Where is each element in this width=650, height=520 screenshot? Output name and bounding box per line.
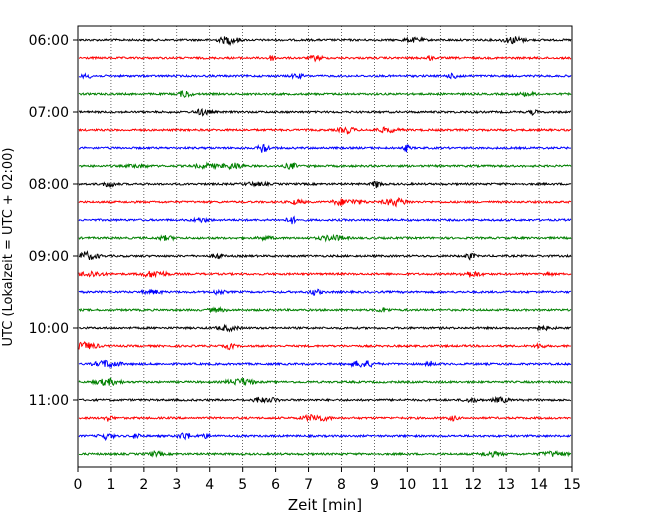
seismic-trace (78, 143, 572, 153)
x-tick-label: 7 (304, 477, 313, 493)
traces (78, 35, 572, 458)
seismic-trace (78, 270, 572, 279)
seismic-trace (78, 359, 572, 369)
seismic-trace (78, 305, 572, 314)
seismic-trace (78, 107, 572, 117)
seismic-trace (78, 126, 572, 135)
y-axis-ticks: 06:00 07:00 08:00 09:00 10:00 11:00 (29, 33, 78, 409)
y-tick-label: 11:00 (29, 393, 69, 409)
seismic-trace (78, 341, 572, 351)
x-axis-label: Zeit [min] (288, 496, 362, 514)
x-tick-label: 3 (172, 477, 181, 493)
x-tick-label: 0 (74, 477, 83, 493)
y-tick-label: 08:00 (29, 177, 69, 193)
seismic-trace (78, 161, 572, 171)
x-tick-label: 2 (139, 477, 148, 493)
seismic-trace (78, 215, 572, 225)
x-tick-label: 5 (238, 477, 247, 493)
plot-frame (77, 25, 573, 468)
x-tick-label: 9 (370, 477, 379, 493)
x-tick-label: 10 (398, 477, 416, 493)
x-tick-label: 14 (530, 477, 548, 493)
y-tick-label: 07:00 (29, 105, 69, 121)
seismic-trace (78, 396, 572, 404)
seismic-trace (78, 288, 572, 296)
seismic-trace (78, 54, 572, 63)
x-tick-label: 8 (337, 477, 346, 493)
seismic-trace (78, 377, 572, 387)
seismic-trace (78, 35, 572, 47)
seismic-trace (78, 323, 572, 333)
y-tick-label: 06:00 (29, 33, 69, 49)
x-tick-label: 15 (563, 477, 581, 493)
seismic-trace (78, 432, 572, 442)
x-tick-label: 11 (431, 477, 449, 493)
x-tick-label: 12 (464, 477, 482, 493)
x-axis-ticks: 0 1 2 3 4 5 6 7 8 9 10 11 12 13 14 15 (74, 467, 581, 493)
seismic-trace (78, 413, 572, 423)
plot-background (78, 26, 572, 467)
x-tick-label: 6 (271, 477, 280, 493)
seismic-trace (78, 450, 572, 458)
seismic-trace (78, 197, 572, 208)
seismic-trace (78, 250, 572, 261)
y-tick-label: 10:00 (29, 321, 69, 337)
seismic-trace (78, 180, 572, 189)
y-axis-label: UTC (Lokalzeit = UTC + 02:00) (1, 148, 16, 347)
x-tick-label: 4 (205, 477, 214, 493)
x-tick-label: 1 (106, 477, 115, 493)
seismic-trace (78, 72, 572, 80)
seismic-trace (78, 90, 572, 98)
seismic-trace (78, 233, 572, 243)
x-tick-label: 13 (497, 477, 515, 493)
y-tick-label: 09:00 (29, 249, 69, 265)
